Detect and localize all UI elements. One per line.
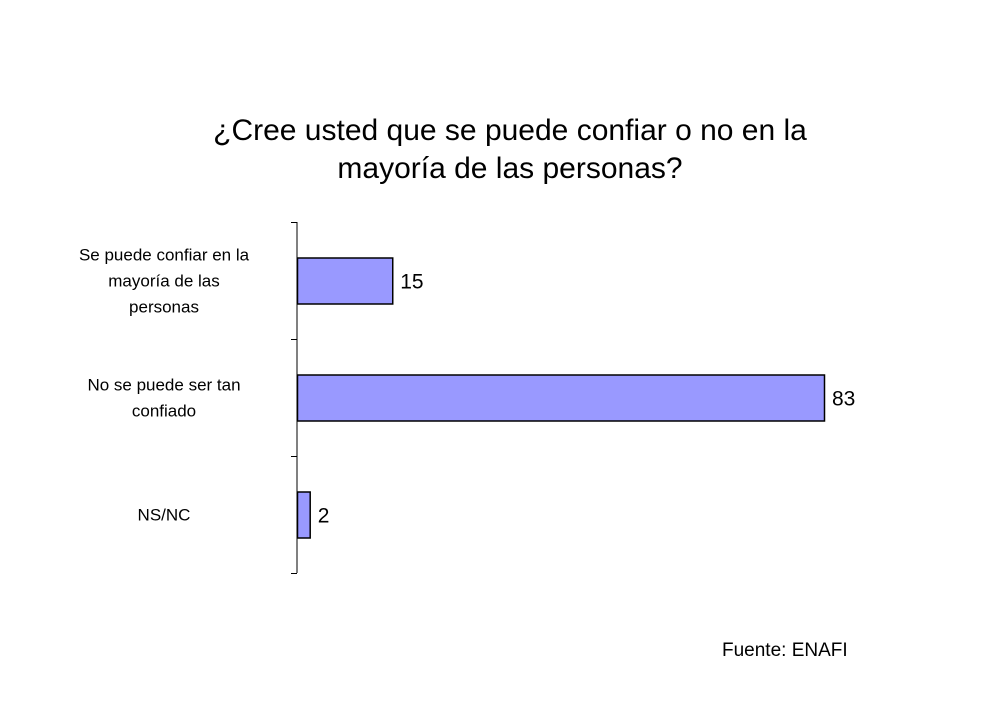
category-label-2-line-1: No se puede ser tan <box>87 376 240 395</box>
bar-2 <box>296 374 826 422</box>
category-axis <box>291 222 298 574</box>
category-label-1-line-2: mayoría de las <box>108 272 220 291</box>
category-label-2-line-2: confiado <box>132 402 196 421</box>
labels-layer: 15 Se puede confiar en la mayoría de las pe… <box>79 246 855 528</box>
category-label-3-line-1: NS/NC <box>138 506 191 525</box>
category-label-1-line-3: personas <box>129 298 199 317</box>
chart-title-line-1: ¿Cree usted que se puede confiar o no en… <box>213 114 807 147</box>
data-label-3: 2 <box>318 505 330 528</box>
data-label-1: 15 <box>400 271 423 294</box>
chart-title: ¿Cree usted que se puede confiar o no en… <box>140 112 880 188</box>
source-note: Fuente: ENAFI <box>722 640 848 661</box>
data-label-2: 83 <box>832 388 855 411</box>
category-label-1-line-1: Se puede confiar en la <box>79 246 250 265</box>
bar-1 <box>296 257 394 305</box>
bar-3 <box>296 491 311 539</box>
bars-layer <box>296 257 826 539</box>
chart-title-line-2: mayoría de las personas? <box>337 152 683 185</box>
